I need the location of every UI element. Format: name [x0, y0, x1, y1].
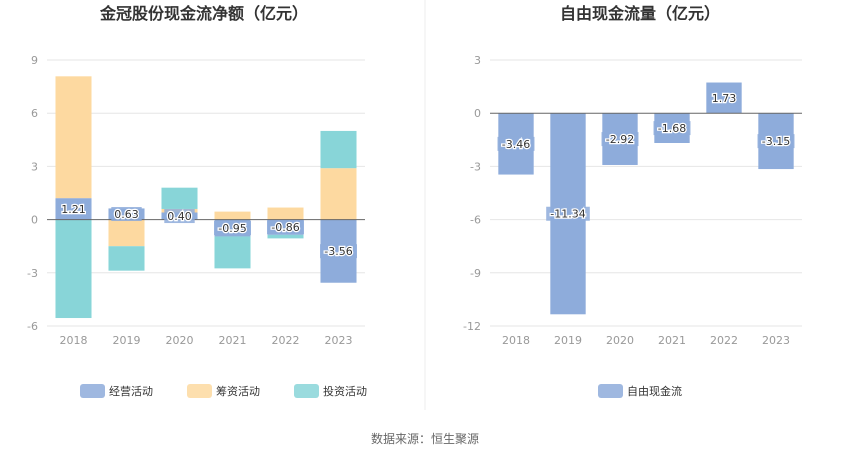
legend-label: 筹资活动	[216, 384, 260, 398]
x-tick-label: 2021	[658, 334, 686, 347]
data-label: -1.68	[658, 122, 686, 135]
bar	[267, 234, 304, 239]
x-tick-label: 2020	[606, 334, 634, 347]
data-label: -2.92	[606, 133, 634, 146]
data-label: -0.95	[218, 222, 246, 235]
y-tick-label: -6	[27, 320, 38, 333]
y-tick-label: -3	[470, 160, 481, 173]
y-tick-label: -9	[470, 267, 481, 280]
x-tick-label: 2023	[325, 334, 353, 347]
legend-swatch	[598, 384, 623, 398]
y-tick-label: 3	[474, 54, 481, 67]
data-label-bg	[111, 207, 142, 222]
bar	[214, 236, 251, 269]
y-tick-label: 0	[474, 107, 481, 120]
x-tick-label: 2019	[113, 334, 141, 347]
y-tick-label: -12	[463, 320, 481, 333]
data-label: 1.21	[61, 203, 86, 216]
x-tick-label: 2022	[710, 334, 738, 347]
legend-label: 自由现金流	[627, 384, 682, 398]
data-label: 0.63	[114, 208, 139, 221]
y-tick-label: 3	[31, 160, 38, 173]
legend-label: 投资活动	[323, 384, 367, 398]
data-label-bg	[653, 121, 691, 136]
y-tick-label: 0	[31, 214, 38, 227]
legend-swatch	[294, 384, 319, 398]
chart-title: 金冠股份现金流净额（亿元）	[99, 4, 308, 23]
legend-swatch	[80, 384, 105, 398]
y-tick-label: 6	[31, 107, 38, 120]
bar	[267, 207, 304, 220]
y-tick-label: -6	[470, 214, 481, 227]
bar	[108, 246, 145, 271]
chart-title: 自由现金流量（亿元）	[560, 4, 720, 23]
data-label-bg	[708, 90, 740, 105]
data-label-bg	[58, 201, 89, 216]
bar	[214, 211, 251, 220]
data-label: -11.34	[550, 208, 585, 221]
data-label: -3.15	[762, 135, 790, 148]
x-tick-label: 2019	[554, 334, 582, 347]
bar	[161, 187, 198, 209]
data-label: -3.56	[324, 245, 352, 258]
data-label: -0.86	[271, 221, 299, 234]
data-label-bg	[320, 244, 357, 259]
bar	[320, 168, 357, 220]
data-label-bg	[267, 220, 304, 235]
legend-label: 经营活动	[109, 384, 153, 398]
x-tick-label: 2020	[166, 334, 194, 347]
data-label-bg	[757, 134, 795, 149]
data-label-bg	[214, 221, 251, 236]
x-tick-label: 2018	[60, 334, 88, 347]
x-tick-label: 2023	[762, 334, 790, 347]
data-label: 0.40	[167, 210, 192, 223]
y-tick-label: -3	[27, 267, 38, 280]
source-label: 数据来源：恒生聚源	[371, 431, 479, 446]
legend-swatch	[187, 384, 212, 398]
data-label: -3.46	[502, 138, 530, 151]
x-tick-label: 2022	[272, 334, 300, 347]
bar	[55, 76, 92, 199]
x-tick-label: 2021	[219, 334, 247, 347]
data-label: 1.73	[712, 92, 737, 105]
bar	[108, 219, 145, 247]
data-label-bg	[497, 136, 535, 151]
x-tick-label: 2018	[502, 334, 530, 347]
bar	[55, 219, 92, 319]
data-label-bg	[601, 132, 639, 147]
data-label-bg	[546, 206, 590, 221]
data-label-bg	[164, 209, 195, 224]
bar	[320, 130, 357, 169]
y-tick-label: 9	[31, 54, 38, 67]
